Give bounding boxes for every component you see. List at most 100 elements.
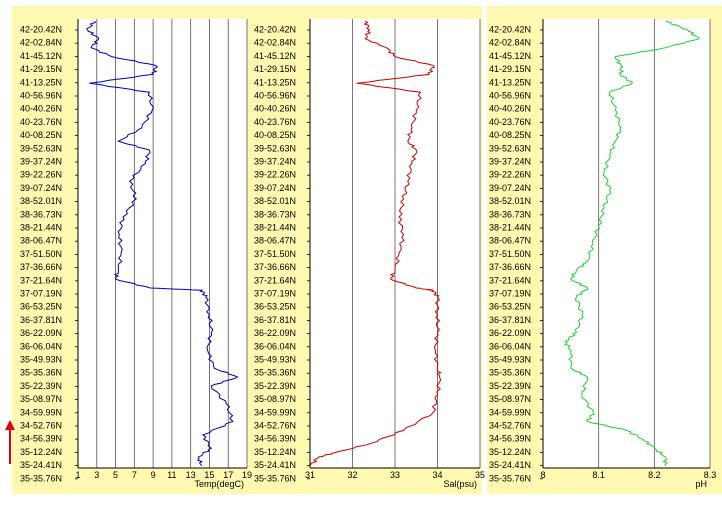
- sal-latitude-label: 37-51.50N: [254, 249, 296, 259]
- ph-latitude-label: 34-59.99N: [489, 407, 531, 417]
- ph-latitude-label: 35-35.36N: [489, 368, 531, 378]
- temp-plot-area: [78, 19, 247, 468]
- sal-x-tick-label: 34: [432, 470, 442, 480]
- temp-latitude-label: 40-56.96N: [20, 91, 62, 101]
- temp-latitude-label: 38-36.73N: [20, 209, 62, 219]
- temp-latitude-label: 34-56.39N: [20, 434, 62, 444]
- temp-latitude-label: 40-08.25N: [20, 130, 62, 140]
- ph-latitude-label: 40-23.76N: [489, 117, 531, 127]
- sal-latitude-label: 35-08.97N: [254, 394, 296, 404]
- sal-latitude-label: 39-07.24N: [254, 183, 296, 193]
- temp-x-tick-label: 1: [75, 470, 80, 480]
- ph-latitude-label: 42-20.42N: [489, 25, 531, 35]
- ph-x-tick-label: 8.1: [592, 470, 605, 480]
- temp-x-tick-label: 11: [167, 470, 176, 480]
- ph-latitude-label: 35-49.93N: [489, 355, 531, 365]
- temp-latitude-label: 38-06.47N: [20, 236, 62, 246]
- sal-latitude-label: 34-52.76N: [254, 421, 296, 431]
- temp-latitude-label: 40-40.26N: [20, 104, 62, 114]
- temp-latitude-label: 42-20.42N: [20, 25, 62, 35]
- ph-latitude-label: 35-35.76N: [489, 473, 531, 483]
- ph-latitude-label: 41-13.25N: [489, 77, 531, 87]
- sal-latitude-label: 35-35.76N: [254, 473, 296, 483]
- ph-latitude-label: 34-56.39N: [489, 434, 531, 444]
- ph-latitude-label: 35-08.97N: [489, 394, 531, 404]
- ph-latitude-label: 39-37.24N: [489, 157, 531, 167]
- temp-latitude-label: 38-21.44N: [20, 223, 62, 233]
- temp-latitude-label: 35-35.36N: [20, 368, 62, 378]
- sal-latitude-label: 36-37.81N: [254, 315, 296, 325]
- ph-latitude-label: 40-08.25N: [489, 130, 531, 140]
- temp-latitude-label: 36-22.09N: [20, 328, 62, 338]
- sal-x-tick-label: 31: [305, 470, 315, 480]
- sal-x-tick-label: 32: [347, 470, 357, 480]
- ph-latitude-label: 37-07.19N: [489, 289, 531, 299]
- sal-latitude-label: 38-36.73N: [254, 209, 296, 219]
- ph-latitude-label: 40-56.96N: [489, 91, 531, 101]
- ph-latitude-label: 36-37.81N: [489, 315, 531, 325]
- temp-latitude-label: 37-21.64N: [20, 275, 62, 285]
- sal-latitude-label: 36-53.25N: [254, 302, 296, 312]
- sal-latitude-label: 34-56.39N: [254, 434, 296, 444]
- sal-latitude-label: 39-52.63N: [254, 143, 296, 153]
- ph-latitude-label: 35-22.39N: [489, 381, 531, 391]
- sal-latitude-label: 39-22.26N: [254, 170, 296, 180]
- sal-latitude-label: 35-35.36N: [254, 368, 296, 378]
- temp-latitude-label: 35-49.93N: [20, 355, 62, 365]
- temp-x-tick-label: 15: [204, 470, 214, 480]
- ph-latitude-label: 38-52.01N: [489, 196, 531, 206]
- ph-latitude-label: 38-36.73N: [489, 209, 531, 219]
- ph-latitude-label: 37-21.64N: [489, 275, 531, 285]
- temp-latitude-label: 37-51.50N: [20, 249, 62, 259]
- ph-x-tick-label: 8.2: [648, 470, 661, 480]
- temp-x-tick-label: 9: [151, 470, 156, 480]
- ph-latitude-label: 41-45.12N: [489, 51, 531, 61]
- ph-latitude-label: 36-22.09N: [489, 328, 531, 338]
- temp-latitude-label: 42-02.84N: [20, 38, 62, 48]
- ph-axis-title: pH: [695, 479, 707, 489]
- ph-latitude-label: 40-40.26N: [489, 104, 531, 114]
- temp-x-tick-label: 7: [132, 470, 137, 480]
- temp-latitude-label: 37-36.66N: [20, 262, 62, 272]
- sal-latitude-label: 37-07.19N: [254, 289, 296, 299]
- ph-latitude-label: 37-36.66N: [489, 262, 531, 272]
- sal-latitude-label: 38-21.44N: [254, 223, 296, 233]
- sal-x-tick-label: 33: [390, 470, 400, 480]
- ph-latitude-label: 37-51.50N: [489, 249, 531, 259]
- temp-latitude-label: 35-35.76N: [20, 473, 62, 483]
- temp-latitude-label: 39-37.24N: [20, 157, 62, 167]
- sal-latitude-label: 39-37.24N: [254, 157, 296, 167]
- sal-latitude-label: 41-29.15N: [254, 64, 296, 74]
- sal-axis-title: Sal(psu): [443, 479, 477, 489]
- sal-latitude-label: 36-22.09N: [254, 328, 296, 338]
- temp-latitude-label: 35-12.24N: [20, 447, 62, 457]
- sal-latitude-label: 35-12.24N: [254, 447, 296, 457]
- temp-latitude-label: 35-24.41N: [20, 460, 62, 470]
- ph-latitude-label: 41-29.15N: [489, 64, 531, 74]
- ph-latitude-label: 39-07.24N: [489, 183, 531, 193]
- sal-profile-line: [309, 20, 442, 467]
- temp-latitude-label: 39-07.24N: [20, 183, 62, 193]
- temp-latitude-label: 41-45.12N: [20, 51, 62, 61]
- temp-latitude-label: 36-06.04N: [20, 341, 62, 351]
- sal-latitude-label: 35-24.41N: [254, 460, 296, 470]
- sal-latitude-label: 42-02.84N: [254, 38, 296, 48]
- temp-x-tick-label: 13: [186, 470, 196, 480]
- temp-latitude-label: 38-52.01N: [20, 196, 62, 206]
- sal-latitude-label: 38-52.01N: [254, 196, 296, 206]
- ph-plot-area: [543, 19, 710, 468]
- temp-latitude-label: 36-53.25N: [20, 302, 62, 312]
- ph-latitude-label: 35-12.24N: [489, 447, 531, 457]
- temp-x-tick-label: 17: [223, 470, 233, 480]
- direction-arrow-icon: [5, 420, 15, 430]
- sal-latitude-label: 34-59.99N: [254, 407, 296, 417]
- sal-latitude-label: 40-56.96N: [254, 91, 296, 101]
- temp-latitude-label: 40-23.76N: [20, 117, 62, 127]
- sal-latitude-label: 42-20.42N: [254, 25, 296, 35]
- temp-profile-line: [86, 20, 239, 467]
- ph-x-tick-label: 8.3: [704, 470, 717, 480]
- temp-latitude-label: 39-52.63N: [20, 143, 62, 153]
- temp-latitude-label: 39-22.26N: [20, 170, 62, 180]
- temp-latitude-label: 41-13.25N: [20, 77, 62, 87]
